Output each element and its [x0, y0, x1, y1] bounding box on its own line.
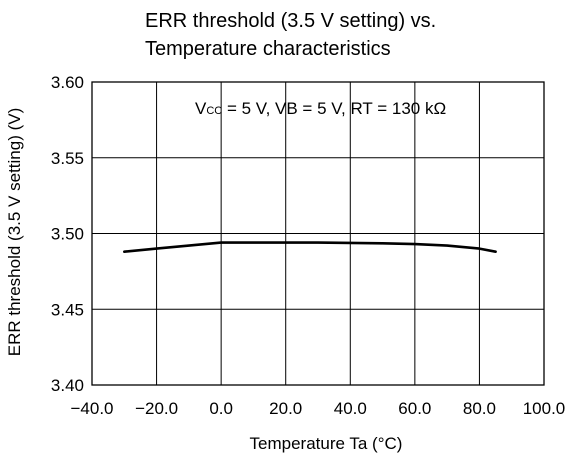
x-tick-label: 100.0	[523, 399, 566, 418]
chart-title-line-1: ERR threshold (3.5 V setting) vs.	[145, 10, 436, 32]
y-tick-label: 3.55	[51, 149, 84, 168]
data-series	[123, 241, 497, 253]
x-tick-labels: −40.0 −20.0 0.0 20.0 40.0 60.0 80.0 100.0	[70, 399, 565, 418]
test-conditions-annotation: VCC = 5 V, VB = 5 V, RT = 130 kΩ	[195, 99, 446, 118]
annotation-rest: = 5 V, VB = 5 V, RT = 130 kΩ	[222, 99, 446, 118]
x-tick-label: 0.0	[209, 399, 233, 418]
y-tick-label: 3.40	[51, 376, 84, 395]
vcc-main: V	[195, 99, 207, 118]
y-tick-label: 3.45	[51, 300, 84, 319]
y-tick-label: 3.50	[51, 225, 84, 244]
x-axis-label: Temperature Ta (°C)	[250, 434, 403, 453]
vcc-subscript: CC	[206, 105, 222, 117]
y-tick-label: 3.60	[51, 73, 84, 92]
x-tick-label: −40.0	[70, 399, 113, 418]
x-tick-label: 40.0	[334, 399, 367, 418]
x-tick-label: −20.0	[135, 399, 178, 418]
plot-frame	[91, 81, 545, 386]
chart-title: ERR threshold (3.5 V setting) vs. Temper…	[145, 10, 436, 60]
x-tick-label: 80.0	[463, 399, 496, 418]
y-axis-label: ERR threshold (3.5 V setting) (V)	[5, 108, 24, 356]
series-line	[123, 241, 497, 253]
x-tick-label: 60.0	[398, 399, 431, 418]
grid-lines	[91, 81, 545, 386]
chart-title-line-2: Temperature characteristics	[145, 38, 391, 60]
x-tick-label: 20.0	[269, 399, 302, 418]
y-tick-labels: 3.40 3.45 3.50 3.55 3.60	[51, 73, 84, 395]
